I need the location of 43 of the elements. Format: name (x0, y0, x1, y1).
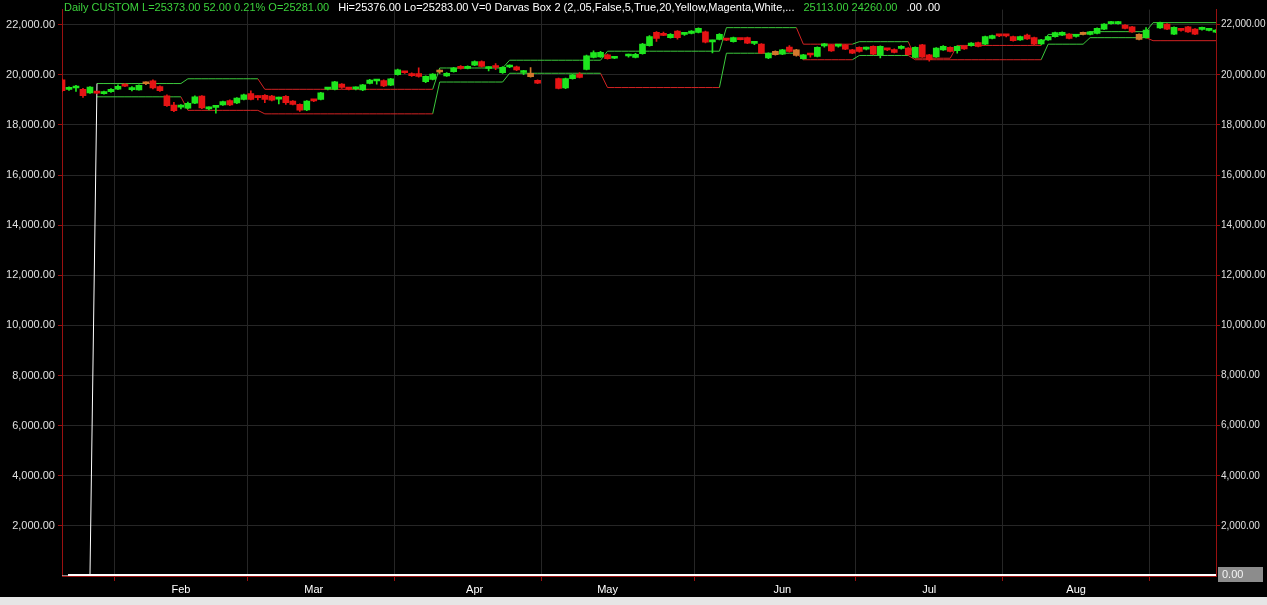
candlestick (93, 90, 101, 94)
x-tick-label: Apr (466, 582, 484, 595)
y-tick-label: 16,000.00 (6, 168, 55, 181)
x-tick-label: Aug (1066, 582, 1086, 595)
candlestick (1163, 23, 1171, 30)
x-tick-label: Feb (171, 582, 191, 595)
y2-tick-label: 18,000.00 (1221, 118, 1266, 130)
chart-title: Daily CUSTOM L=25373.00 52.00 0.21% O=25281.00 (64, 1, 330, 13)
candlestick (303, 100, 311, 111)
y2-tick-label: 12,000.00 (1221, 269, 1266, 281)
candlestick (310, 98, 318, 102)
y2-tick-label: 2,000.00 (1221, 519, 1261, 531)
y2-tick-label: 4,000.00 (1221, 469, 1261, 481)
x-tick-label: Jul (922, 582, 937, 595)
candlestick (401, 70, 409, 74)
y-tick-label: 4,000.00 (12, 468, 55, 481)
y2-tick-label: 14,000.00 (1221, 218, 1266, 230)
candlestick (86, 86, 94, 94)
y-tick-label: 14,000.00 (6, 218, 55, 231)
y-tick-label: 20,000.00 (6, 67, 55, 80)
x-tick-label: May (597, 582, 619, 595)
y2-tick-label: 8,000.00 (1221, 369, 1261, 381)
y-tick-label: 12,000.00 (6, 268, 55, 281)
y-tick-label: 22,000.00 (6, 17, 55, 30)
annotation: .00 .00 (906, 1, 941, 13)
y-tick-label: 10,000.00 (6, 318, 55, 331)
y2-tick-label: 16,000.00 (1221, 168, 1266, 180)
y2-tick-label: 6,000.00 (1221, 419, 1261, 431)
candlestick (198, 95, 206, 109)
x-tick-label: Jun (773, 582, 792, 595)
y-tick-label: 2,000.00 (12, 518, 55, 531)
y-tick-label: 18,000.00 (6, 117, 55, 130)
y2-tick-label: 20,000.00 (1221, 68, 1266, 80)
candlestick (904, 47, 912, 56)
ref-line-label: 0.00 (1222, 568, 1244, 581)
y2-tick-label: 10,000.00 (1221, 319, 1266, 331)
annotation: 25113.00 24260.00 (803, 1, 898, 13)
chart-subtitle: Hi=25376.00 Lo=25283.00 V=0 Darvas Box 2 (2,.05,False,5,True,20,Yellow,Magenta,White,... (338, 1, 795, 13)
y-tick-label: 6,000.00 (12, 418, 55, 431)
x-tick-label: Mar (304, 582, 324, 595)
y2-tick-label: 22,000.00 (1221, 18, 1266, 30)
candlestick (1037, 39, 1045, 45)
y-tick-label: 8,000.00 (12, 368, 55, 381)
